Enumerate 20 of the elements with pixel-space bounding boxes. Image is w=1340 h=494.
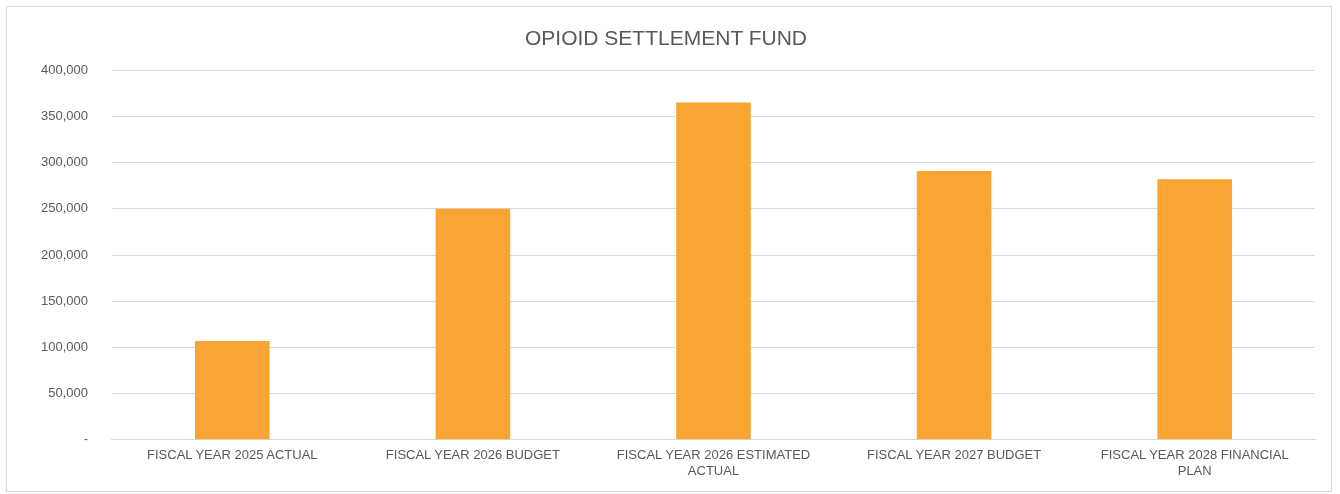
y-tick-label: 50,000	[48, 385, 88, 401]
y-tick-label: 350,000	[40, 107, 88, 123]
y-tick-label: 150,000	[40, 292, 88, 308]
bar	[1157, 179, 1232, 440]
y-tick-label: 300,000	[40, 154, 88, 170]
x-tick-label: FISCAL YEAR 2025 ACTUAL	[147, 447, 318, 463]
y-tick-label: 400,000	[40, 61, 88, 77]
x-tick-label: FISCAL YEAR 2026 ESTIMATED ACTUAL	[616, 447, 811, 478]
y-tick-label: 250,000	[40, 200, 88, 216]
x-tick-label: FISCAL YEAR 2026 BUDGET	[385, 447, 561, 463]
bar	[916, 170, 992, 440]
chart-title: OPIOID SETTLEMENT FUND	[525, 26, 807, 50]
y-tick-label: 200,000	[40, 246, 88, 262]
x-tick-label: FISCAL YEAR 2028 FINANCIAL PLAN	[1100, 447, 1289, 478]
bar	[195, 340, 270, 440]
y-tick-label: 100,000	[40, 338, 88, 354]
bar	[435, 208, 511, 440]
x-tick-label: FISCAL YEAR 2027 BUDGET	[867, 447, 1042, 463]
y-tick-label: -	[83, 431, 88, 447]
bar	[676, 102, 751, 440]
